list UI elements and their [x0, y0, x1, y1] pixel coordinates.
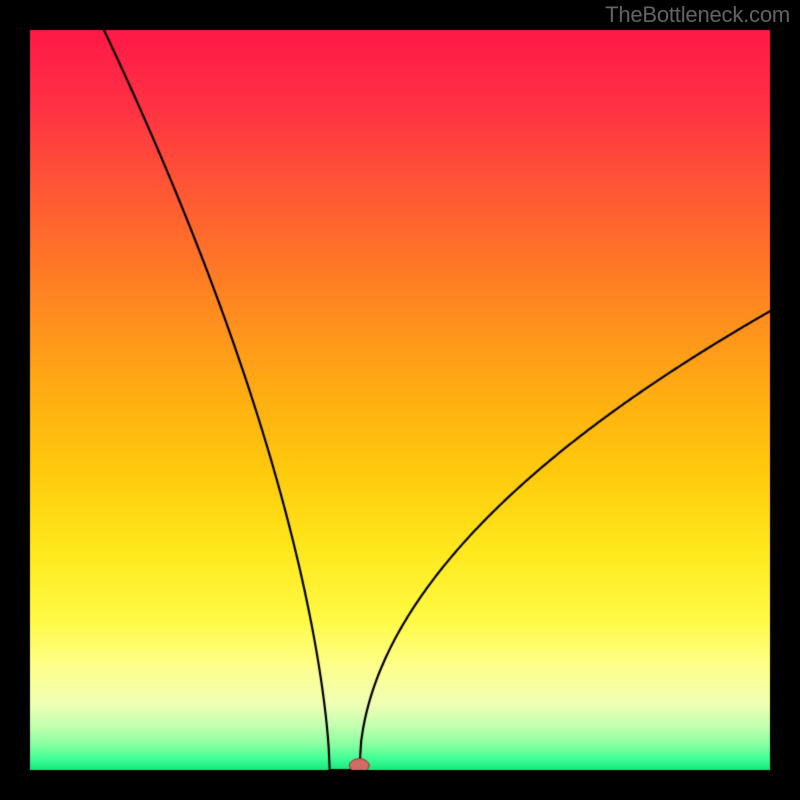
chart-container: TheBottleneck.com: [0, 0, 800, 800]
bottleneck-chart-canvas: [0, 0, 800, 800]
